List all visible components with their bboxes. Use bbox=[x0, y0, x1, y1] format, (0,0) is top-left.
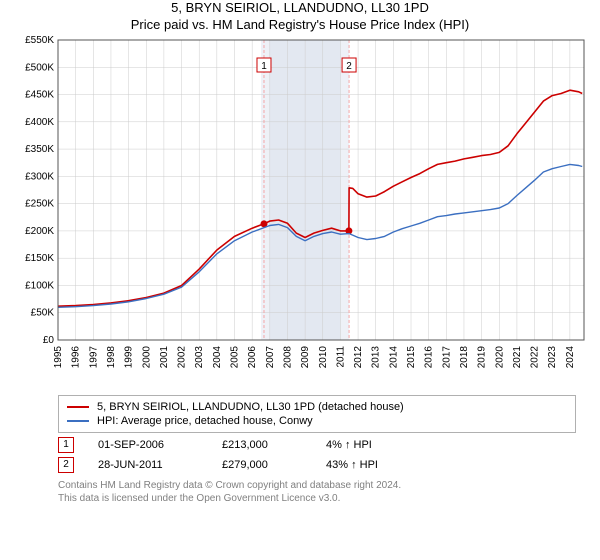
y-tick-label: £100K bbox=[25, 280, 54, 291]
x-tick-label: 2005 bbox=[230, 345, 241, 368]
x-tick-label: 1995 bbox=[53, 345, 64, 368]
x-tick-label: 2018 bbox=[459, 345, 470, 368]
x-tick-label: 1999 bbox=[124, 345, 135, 368]
highlight-band bbox=[340, 40, 349, 340]
x-tick-label: 2019 bbox=[477, 345, 488, 368]
y-tick-label: £300K bbox=[25, 171, 54, 182]
x-tick-label: 2002 bbox=[177, 345, 188, 368]
x-tick-label: 1997 bbox=[88, 345, 99, 368]
footer-note: Contains HM Land Registry data © Crown c… bbox=[58, 479, 576, 505]
legend-swatch bbox=[67, 420, 89, 422]
x-tick-label: 2020 bbox=[494, 345, 505, 368]
y-tick-label: £0 bbox=[43, 335, 55, 346]
title-line1: 5, BRYN SEIRIOL, LLANDUDNO, LL30 1PD bbox=[0, 0, 600, 17]
x-tick-label: 2023 bbox=[547, 345, 558, 368]
x-tick-label: 2003 bbox=[194, 345, 205, 368]
x-tick-label: 2008 bbox=[282, 345, 293, 368]
legend: 5, BRYN SEIRIOL, LLANDUDNO, LL30 1PD (de… bbox=[58, 395, 576, 433]
x-tick-label: 2000 bbox=[141, 345, 152, 368]
title-line2: Price paid vs. HM Land Registry's House … bbox=[0, 17, 600, 34]
sale-marker-label: 1 bbox=[261, 61, 267, 72]
y-tick-label: £200K bbox=[25, 226, 54, 237]
legend-item: HPI: Average price, detached house, Conw… bbox=[67, 414, 567, 428]
legend-swatch bbox=[67, 406, 89, 408]
highlight-band bbox=[323, 40, 341, 340]
x-tick-label: 2017 bbox=[441, 345, 452, 368]
x-tick-label: 2007 bbox=[265, 345, 276, 368]
x-tick-label: 2009 bbox=[300, 345, 311, 368]
chart-area: £0 £50K £100K £150K £200K £250K £300K £350K £400… bbox=[0, 34, 600, 387]
x-tick-label: 2012 bbox=[353, 345, 364, 368]
x-tick-label: 2024 bbox=[565, 345, 576, 368]
y-tick-label: £400K bbox=[25, 117, 54, 128]
sale-row: 2 28-JUN-2011 £279,000 43% ↑ HPI bbox=[58, 457, 576, 473]
sale-date: 01-SEP-2006 bbox=[98, 439, 198, 451]
sale-price: £279,000 bbox=[222, 459, 302, 471]
y-tick-label: £500K bbox=[25, 62, 54, 73]
x-tick-label: 2016 bbox=[424, 345, 435, 368]
y-tick-label: £250K bbox=[25, 198, 54, 209]
sale-date: 28-JUN-2011 bbox=[98, 459, 198, 471]
x-tick-label: 2013 bbox=[371, 345, 382, 368]
x-tick-label: 2001 bbox=[159, 345, 170, 368]
sale-marker-box: 2 bbox=[58, 457, 74, 473]
highlight-band bbox=[270, 40, 288, 340]
sale-price: £213,000 bbox=[222, 439, 302, 451]
y-tick-label: £50K bbox=[31, 308, 55, 319]
sale-pct: 4% ↑ HPI bbox=[326, 439, 372, 451]
x-tick-label: 1996 bbox=[71, 345, 82, 368]
highlight-band bbox=[261, 40, 270, 340]
x-tick-label: 2015 bbox=[406, 345, 417, 368]
legend-label: 5, BRYN SEIRIOL, LLANDUDNO, LL30 1PD (de… bbox=[97, 401, 404, 413]
highlight-band bbox=[287, 40, 305, 340]
x-tick-label: 2010 bbox=[318, 345, 329, 368]
legend-label: HPI: Average price, detached house, Conw… bbox=[97, 415, 313, 427]
sale-marker-box: 1 bbox=[58, 437, 74, 453]
x-tick-label: 1998 bbox=[106, 345, 117, 368]
x-tick-label: 2014 bbox=[388, 345, 399, 368]
x-tick-label: 2004 bbox=[212, 345, 223, 368]
y-tick-label: £550K bbox=[25, 35, 54, 46]
line-chart: £0 £50K £100K £150K £200K £250K £300K £350K £400… bbox=[0, 34, 600, 382]
x-tick-label: 2006 bbox=[247, 345, 258, 368]
x-tick-label: 2022 bbox=[530, 345, 541, 368]
sale-row: 1 01-SEP-2006 £213,000 4% ↑ HPI bbox=[58, 437, 576, 453]
y-tick-label: £350K bbox=[25, 144, 54, 155]
legend-item: 5, BRYN SEIRIOL, LLANDUDNO, LL30 1PD (de… bbox=[67, 400, 567, 414]
chart-title: 5, BRYN SEIRIOL, LLANDUDNO, LL30 1PD Pri… bbox=[0, 0, 600, 34]
sale-marker-label: 2 bbox=[346, 61, 352, 72]
sale-pct: 43% ↑ HPI bbox=[326, 459, 378, 471]
x-tick-label: 2021 bbox=[512, 345, 523, 368]
x-tick-label: 2011 bbox=[335, 345, 346, 367]
y-tick-label: £450K bbox=[25, 89, 54, 100]
y-tick-label: £150K bbox=[25, 253, 54, 264]
highlight-band bbox=[305, 40, 323, 340]
footer-line2: This data is licensed under the Open Gov… bbox=[58, 492, 576, 505]
footer-line1: Contains HM Land Registry data © Crown c… bbox=[58, 479, 576, 492]
